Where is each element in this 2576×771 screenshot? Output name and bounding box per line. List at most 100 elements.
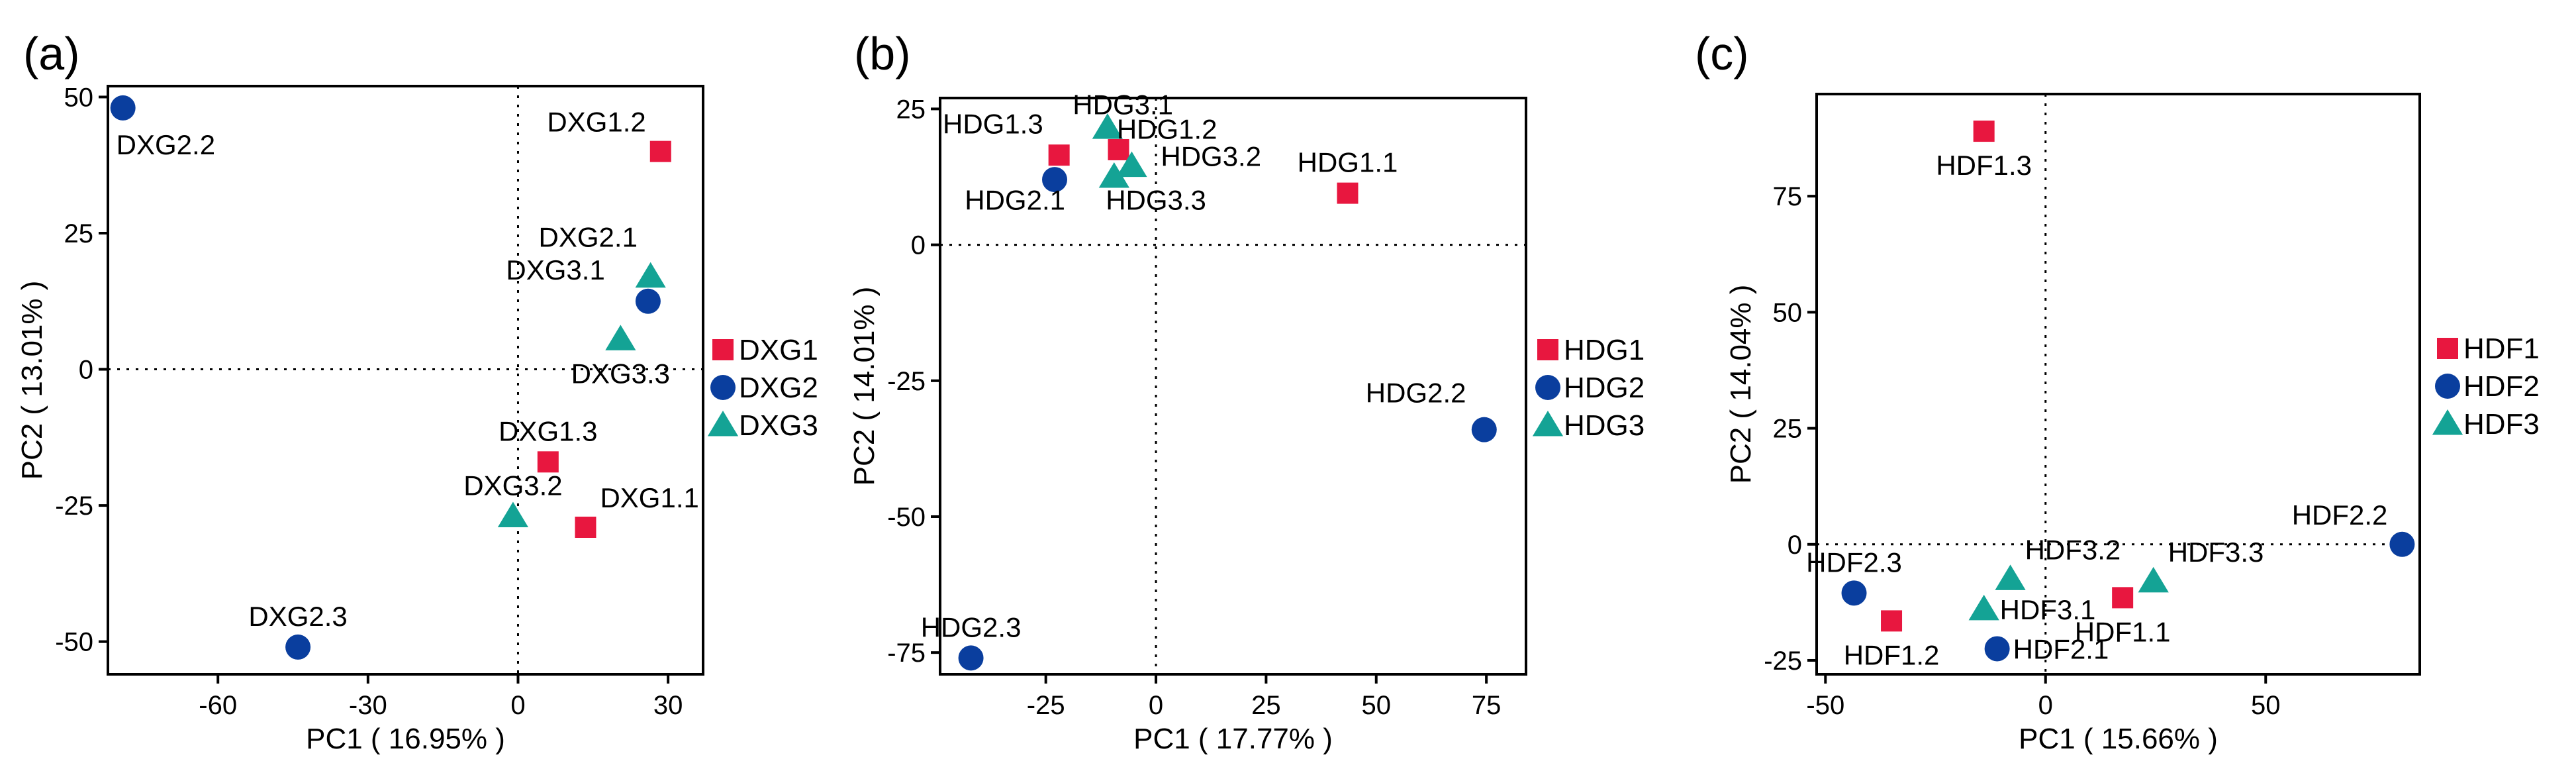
legend-marker-hdg2 bbox=[1535, 375, 1560, 400]
point-label: DXG1.3 bbox=[499, 415, 597, 446]
y-axis-title: PC2 ( 14.01% ) bbox=[848, 287, 881, 486]
point-hdf3-2 bbox=[1995, 564, 2026, 590]
x-tick-label: 50 bbox=[1362, 691, 1392, 720]
point-hdg2-1 bbox=[1042, 167, 1068, 193]
y-tick-label: 75 bbox=[1773, 182, 1803, 211]
panel-label: (c) bbox=[1695, 28, 1749, 79]
point-label: HDF2.2 bbox=[2292, 499, 2388, 531]
point-label: HDG2.1 bbox=[965, 184, 1065, 215]
y-tick-label: 25 bbox=[64, 219, 94, 248]
y-tick-label: -50 bbox=[55, 628, 93, 657]
point-hdg3-1 bbox=[1092, 113, 1123, 139]
legend-marker-dxg2 bbox=[710, 375, 736, 400]
legend-marker-hdg3 bbox=[1532, 411, 1564, 437]
x-tick-label: 30 bbox=[653, 691, 683, 720]
x-tick-label: 0 bbox=[2038, 691, 2053, 720]
point-label: DXG3.2 bbox=[463, 470, 562, 501]
point-label: HDF1.1 bbox=[2075, 616, 2171, 647]
point-hdg3-2 bbox=[1116, 151, 1147, 178]
x-tick-label: 0 bbox=[1149, 691, 1163, 720]
y-tick-label: -75 bbox=[887, 639, 926, 668]
x-tick-label: -60 bbox=[199, 691, 237, 720]
point-label: DXG2.3 bbox=[248, 601, 347, 632]
point-label: HDF3.2 bbox=[2025, 534, 2121, 565]
point-hdf2-2 bbox=[2389, 531, 2415, 557]
point-hdg3-3 bbox=[1098, 162, 1129, 188]
legend-label: DXG2 bbox=[739, 372, 818, 404]
y-axis-title: PC2 ( 14.04% ) bbox=[1725, 285, 1757, 484]
point-hdf3-3 bbox=[2138, 566, 2169, 593]
x-tick-label: 0 bbox=[510, 691, 525, 720]
point-dxg1-2 bbox=[649, 140, 671, 162]
x-tick-label: 25 bbox=[1251, 691, 1281, 720]
point-hdf2-3 bbox=[1841, 580, 1867, 606]
plot-frame bbox=[107, 85, 704, 676]
legend-label: HDF2 bbox=[2463, 370, 2540, 403]
y-axis-title: PC2 ( 13.01% ) bbox=[16, 281, 48, 480]
legend-marker-hdf2 bbox=[2435, 374, 2460, 399]
point-hdf1-2 bbox=[1881, 610, 1903, 632]
point-hdf1-1 bbox=[2112, 587, 2134, 609]
point-dxg2-1 bbox=[635, 288, 661, 314]
point-dxg3-3 bbox=[605, 325, 636, 350]
point-label: HDG3.2 bbox=[1161, 141, 1261, 172]
point-dxg1-3 bbox=[537, 451, 559, 473]
point-label: HDF2.1 bbox=[2013, 633, 2109, 664]
y-tick-label: 0 bbox=[1788, 531, 1802, 560]
x-tick-label: 50 bbox=[2251, 691, 2281, 720]
point-dxg2-3 bbox=[285, 634, 311, 660]
x-tick-label: 75 bbox=[1472, 691, 1502, 720]
legend-label: HDG2 bbox=[1564, 372, 1645, 404]
point-hdf2-1 bbox=[1984, 636, 2010, 662]
point-label: HDF1.3 bbox=[1936, 150, 2032, 181]
panel-b: (b) -25 0 25 50 75 25 0 -25 -50 -75 PC1 ( 17.77% ) P… bbox=[848, 28, 1645, 755]
legend-marker-hdf1 bbox=[2437, 338, 2458, 359]
point-label: DXG2.1 bbox=[539, 222, 638, 253]
point-dxg3-1 bbox=[635, 262, 666, 288]
panel-c: (c) -50 0 50 75 50 25 0 -25 PC1 ( 15.66% ) PC2 ( 1… bbox=[1695, 28, 2540, 755]
point-label: DXG1.2 bbox=[547, 107, 645, 138]
point-label: HDF1.2 bbox=[1844, 639, 1940, 670]
y-tick-label: 0 bbox=[911, 231, 926, 260]
point-label: HDF3.3 bbox=[2168, 537, 2264, 568]
legend-marker-hdf3 bbox=[2432, 409, 2463, 435]
panel-label: (b) bbox=[854, 28, 911, 79]
y-tick-label: 25 bbox=[1773, 415, 1803, 444]
point-dxg2-2 bbox=[110, 95, 136, 121]
point-label: HDG2.3 bbox=[921, 611, 1022, 642]
point-dxg1-1 bbox=[575, 517, 596, 538]
y-tick-label: -25 bbox=[887, 367, 926, 396]
legend-label: HDG1 bbox=[1564, 334, 1645, 366]
point-hdf3-1 bbox=[1968, 594, 1999, 621]
legend-label: HDG3 bbox=[1564, 409, 1645, 442]
point-hdg1-3 bbox=[1048, 144, 1070, 166]
x-axis-title: PC1 ( 15.66% ) bbox=[2019, 723, 2218, 755]
y-tick-label: 0 bbox=[79, 356, 93, 385]
y-tick-label: -50 bbox=[887, 503, 926, 532]
point-label: HDG3.1 bbox=[1073, 89, 1173, 121]
x-tick-label: -30 bbox=[349, 691, 387, 720]
legend-marker-hdg1 bbox=[1537, 339, 1558, 360]
point-label: HDF2.3 bbox=[1806, 546, 1902, 578]
panel-label: (a) bbox=[23, 28, 80, 79]
y-tick-label: 25 bbox=[896, 95, 926, 124]
y-tick-label: 50 bbox=[64, 83, 94, 112]
point-label: DXG3.1 bbox=[506, 254, 604, 285]
y-tick-label: -25 bbox=[55, 491, 93, 521]
point-hdg1-1 bbox=[1337, 182, 1359, 204]
y-tick-label: -25 bbox=[1764, 646, 1802, 676]
legend-label: HDF3 bbox=[2463, 408, 2540, 440]
point-label: DXG3.3 bbox=[571, 358, 670, 389]
point-label: HDG1.3 bbox=[943, 108, 1043, 139]
point-label: HDG1.1 bbox=[1298, 147, 1398, 178]
point-hdf1-3 bbox=[1973, 121, 1995, 142]
panel-a: (a) -60 -30 0 30 50 25 0 -25 -50 PC1 ( 16.95% ) PC2… bbox=[16, 28, 818, 755]
x-tick-label: -50 bbox=[1806, 691, 1844, 720]
legend-label: DXG1 bbox=[739, 334, 818, 366]
point-dxg3-2 bbox=[497, 501, 529, 528]
legend-marker-dxg3 bbox=[707, 411, 739, 437]
point-hdg2-2 bbox=[1471, 417, 1497, 442]
legend-label: DXG3 bbox=[739, 409, 818, 442]
legend-marker-dxg1 bbox=[712, 339, 734, 360]
